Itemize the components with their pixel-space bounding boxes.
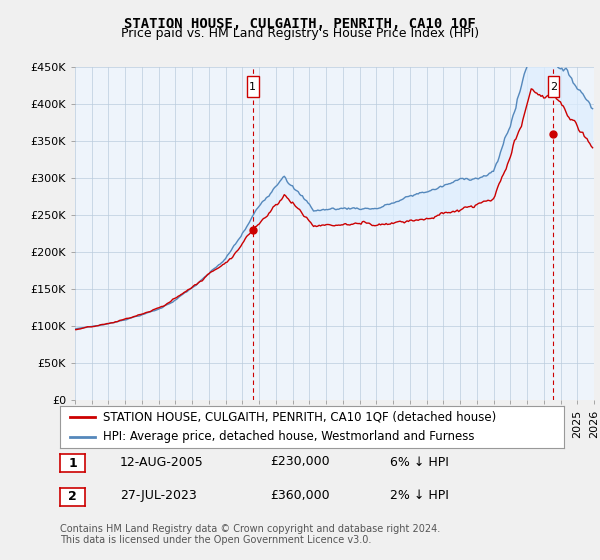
Text: 27-JUL-2023: 27-JUL-2023 bbox=[120, 489, 197, 502]
Text: 1: 1 bbox=[68, 456, 77, 470]
FancyBboxPatch shape bbox=[548, 77, 559, 97]
Text: 2: 2 bbox=[550, 82, 557, 92]
FancyBboxPatch shape bbox=[247, 77, 259, 97]
Text: £230,000: £230,000 bbox=[270, 455, 329, 469]
Text: £360,000: £360,000 bbox=[270, 489, 329, 502]
Text: 12-AUG-2005: 12-AUG-2005 bbox=[120, 455, 204, 469]
Text: HPI: Average price, detached house, Westmorland and Furness: HPI: Average price, detached house, West… bbox=[103, 430, 475, 443]
Text: STATION HOUSE, CULGAITH, PENRITH, CA10 1QF: STATION HOUSE, CULGAITH, PENRITH, CA10 1… bbox=[124, 17, 476, 31]
Text: 6% ↓ HPI: 6% ↓ HPI bbox=[390, 455, 449, 469]
Text: 2: 2 bbox=[68, 490, 77, 503]
Text: 1: 1 bbox=[249, 82, 256, 92]
Text: 2% ↓ HPI: 2% ↓ HPI bbox=[390, 489, 449, 502]
Text: Contains HM Land Registry data © Crown copyright and database right 2024.
This d: Contains HM Land Registry data © Crown c… bbox=[60, 524, 440, 545]
Text: Price paid vs. HM Land Registry's House Price Index (HPI): Price paid vs. HM Land Registry's House … bbox=[121, 27, 479, 40]
Text: STATION HOUSE, CULGAITH, PENRITH, CA10 1QF (detached house): STATION HOUSE, CULGAITH, PENRITH, CA10 1… bbox=[103, 411, 496, 424]
